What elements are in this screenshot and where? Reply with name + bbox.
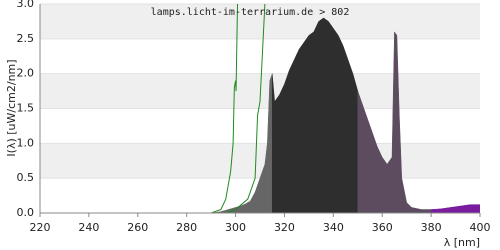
x-axis-label: λ [nm] (444, 236, 480, 249)
y-tick-label: 2.0 (17, 67, 35, 80)
grid-band (40, 143, 480, 179)
spectrum-area (357, 31, 432, 213)
y-tick-label: 2.5 (17, 32, 35, 45)
spectrum-area (271, 17, 359, 213)
x-tick-label: 400 (470, 221, 491, 234)
y-tick-label: 1.0 (17, 136, 35, 149)
x-tick-label: 220 (30, 221, 51, 234)
x-tick-label: 340 (323, 221, 344, 234)
x-tick-label: 260 (127, 221, 148, 234)
spectrum-area (211, 73, 273, 213)
y-tick-label: 3.0 (17, 0, 35, 10)
grid-band (40, 4, 480, 39)
x-tick-label: 240 (78, 221, 99, 234)
y-tick-label: 1.5 (17, 102, 35, 115)
spectrum-area (430, 204, 480, 213)
x-tick-label: 320 (274, 221, 295, 234)
chart-title: lamps.licht-im-terrarium.de > 802 (151, 7, 350, 18)
sensitivity-line (225, 4, 266, 213)
x-tick-label: 300 (225, 221, 246, 234)
y-tick-label: 0.0 (17, 206, 35, 219)
y-axis-label: I(λ) [uW/cm2/nm] (5, 59, 18, 156)
y-tick-label: 0.5 (17, 171, 35, 184)
x-tick-label: 380 (421, 221, 442, 234)
x-tick-label: 280 (176, 221, 197, 234)
x-tick-label: 360 (372, 221, 393, 234)
sensitivity-line (210, 4, 239, 213)
